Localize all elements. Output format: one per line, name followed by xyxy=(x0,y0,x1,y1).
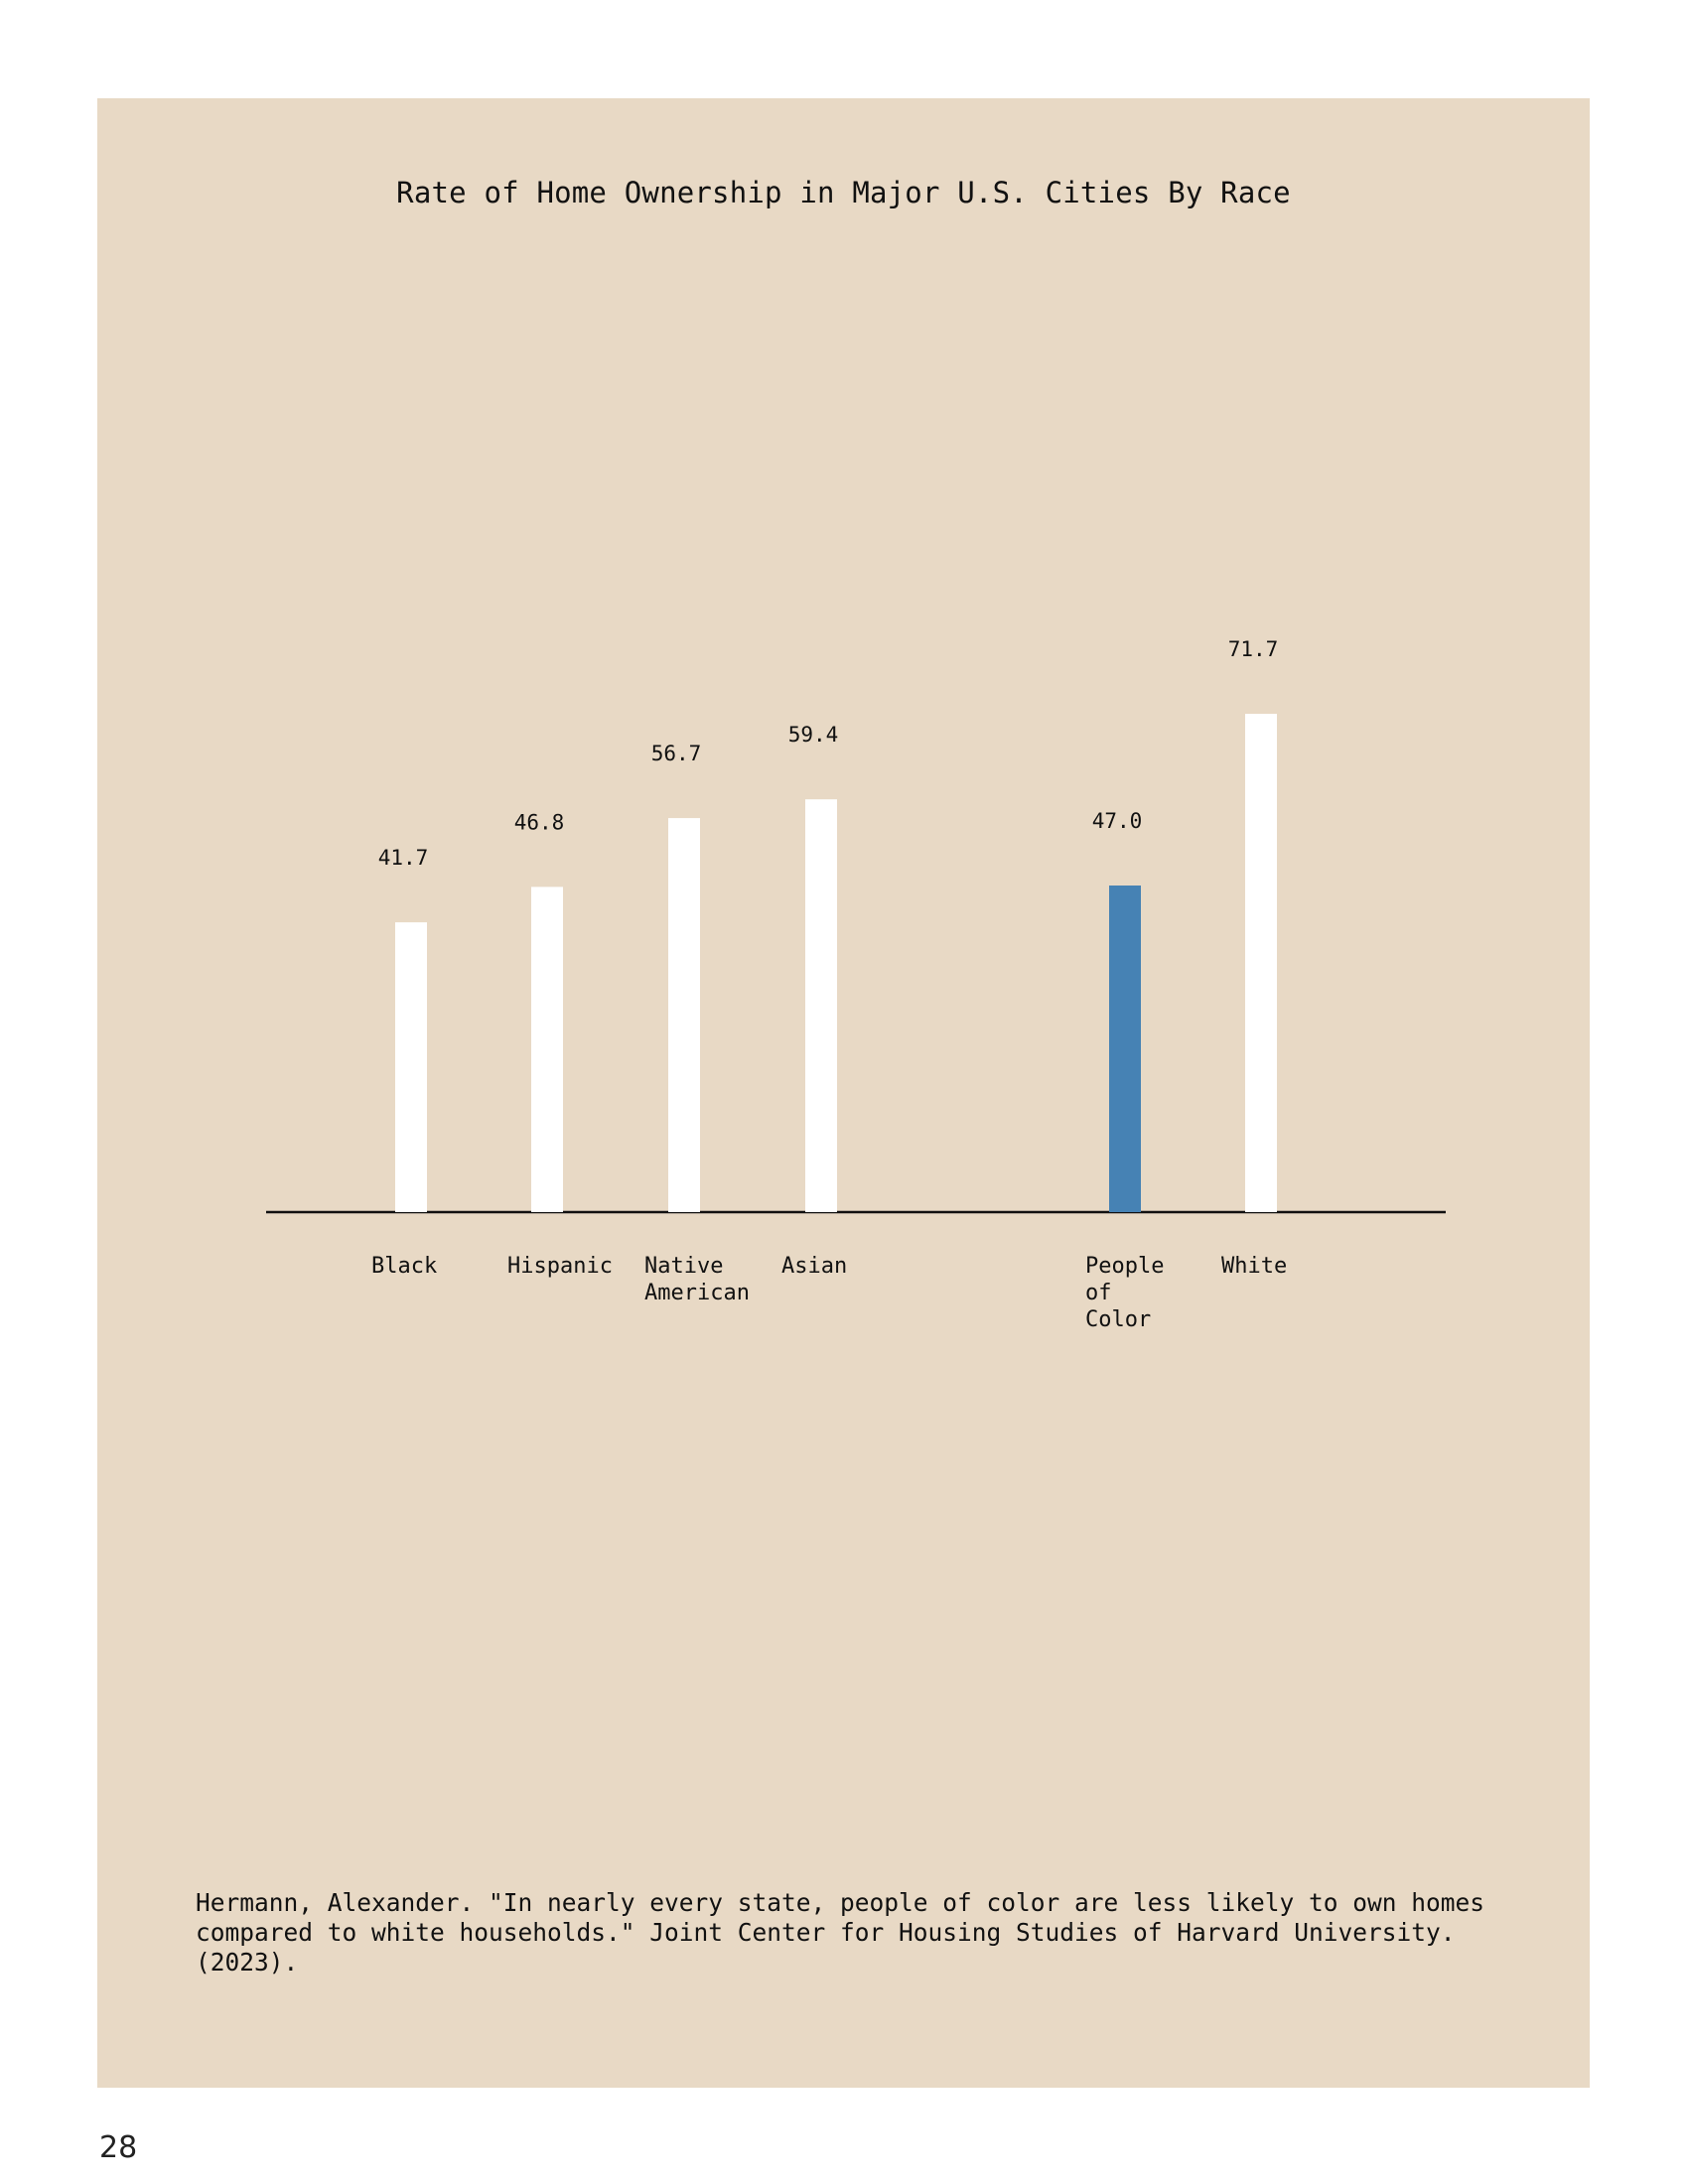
chart-title: Rate of Home Ownership in Major U.S. Cit… xyxy=(396,176,1291,209)
value-label-people-of-color: 47.0 xyxy=(1092,809,1143,833)
citation: Hermann, Alexander. "In nearly every sta… xyxy=(196,1888,1485,1977)
value-label-asian: 59.4 xyxy=(788,723,839,747)
bar-white xyxy=(1245,714,1277,1212)
chart-panel: Rate of Home Ownership in Major U.S. Cit… xyxy=(97,98,1590,2088)
bar-black xyxy=(395,922,427,1212)
category-label-asian: Asian xyxy=(781,1254,847,1279)
bar-people-of-color xyxy=(1109,886,1141,1212)
value-label-white: 71.7 xyxy=(1228,637,1279,661)
category-label-people-of-color: People of Color xyxy=(1085,1254,1164,1332)
category-label-native-american: Native American xyxy=(644,1254,750,1305)
bar-hispanic xyxy=(531,887,563,1212)
bar-chart: 41.7 Black 46.8 Hispanic 56.7 Native American 5… xyxy=(266,637,1446,1332)
value-label-hispanic: 46.8 xyxy=(514,810,565,834)
category-label-white: White xyxy=(1221,1254,1287,1279)
category-label-hispanic: Hispanic xyxy=(507,1254,613,1279)
category-label-black: Black xyxy=(371,1254,437,1279)
page-number: 28 xyxy=(99,2130,138,2165)
value-label-black: 41.7 xyxy=(378,846,429,870)
bar-native-american xyxy=(668,818,700,1212)
bar-asian xyxy=(805,799,837,1212)
value-label-native-american: 56.7 xyxy=(651,742,702,765)
